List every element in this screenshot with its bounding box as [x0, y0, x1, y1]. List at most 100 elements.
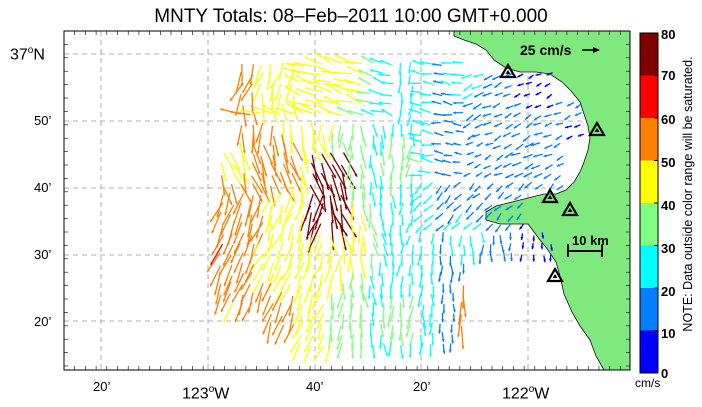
current-vector — [430, 304, 434, 318]
colorbar — [639, 32, 659, 374]
current-vector — [442, 100, 453, 106]
current-vector — [543, 255, 546, 263]
current-vector — [412, 133, 416, 148]
current-vector — [275, 242, 284, 260]
lon-label-20w-left: 20’ — [93, 379, 111, 394]
current-vector — [250, 175, 264, 194]
current-vector — [475, 171, 483, 178]
current-vector — [254, 282, 264, 303]
current-vector — [361, 55, 375, 64]
current-vector — [423, 195, 433, 205]
current-vector — [330, 184, 339, 212]
map-frame — [63, 30, 631, 371]
current-vector — [380, 162, 385, 177]
colorbar-units: cm/s — [635, 376, 661, 390]
current-vector — [369, 101, 383, 106]
lon-label-20: 20’ — [413, 379, 431, 394]
current-vector — [346, 65, 364, 75]
current-vector — [533, 132, 543, 136]
current-vector — [224, 192, 231, 216]
current-vector — [414, 182, 423, 195]
current-vector — [390, 202, 394, 216]
current-vector — [383, 254, 388, 268]
current-vector — [266, 71, 272, 91]
current-vector — [349, 282, 355, 299]
colorbar-segment — [640, 245, 658, 289]
current-vector — [360, 214, 367, 232]
current-vector — [380, 135, 385, 149]
current-vector — [472, 133, 481, 138]
current-vector — [223, 264, 233, 287]
current-vector — [302, 262, 312, 280]
current-vector — [304, 323, 314, 342]
current-vector — [543, 153, 553, 158]
current-vector — [422, 315, 427, 329]
current-vector — [292, 342, 301, 361]
current-vector — [373, 142, 378, 156]
current-vector — [221, 204, 235, 226]
colorbar-segment — [640, 33, 658, 76]
current-vector — [261, 282, 272, 302]
current-vector — [455, 129, 465, 133]
current-vector — [465, 114, 474, 122]
current-vector — [391, 123, 394, 138]
current-vector — [532, 254, 536, 262]
current-vector — [431, 243, 435, 256]
current-vector — [342, 283, 346, 300]
current-vector — [408, 283, 412, 298]
current-vector — [475, 214, 484, 223]
current-vector — [436, 202, 445, 211]
current-vector — [252, 263, 264, 282]
current-vector — [269, 84, 275, 103]
current-vector — [433, 150, 444, 155]
current-vector — [408, 264, 412, 277]
current-vector — [420, 72, 433, 76]
current-vector — [472, 254, 476, 266]
current-vector — [316, 312, 324, 330]
station-marker-icon — [541, 187, 559, 204]
current-vector — [422, 222, 433, 231]
current-vector — [306, 234, 314, 253]
current-vector — [302, 71, 322, 76]
current-vector — [442, 72, 454, 76]
current-vector — [360, 108, 374, 116]
current-vector — [368, 89, 382, 95]
current-vector — [369, 275, 375, 290]
current-vector — [391, 195, 397, 209]
current-vector — [484, 211, 493, 220]
current-vector — [523, 93, 531, 97]
current-vector — [473, 91, 484, 98]
current-vector — [450, 222, 461, 230]
current-vector — [262, 295, 272, 316]
current-vector — [442, 344, 446, 354]
current-vector — [411, 194, 422, 204]
current-vector — [443, 119, 454, 123]
current-vector — [283, 152, 290, 175]
current-vector — [409, 332, 415, 347]
current-vector — [372, 192, 376, 207]
scale-bar-10km — [567, 244, 603, 257]
current-vector — [241, 302, 253, 322]
current-vector — [452, 160, 461, 164]
current-vector — [362, 292, 369, 309]
current-vector — [215, 283, 222, 305]
current-vector — [544, 164, 553, 170]
current-vector — [314, 242, 323, 262]
current-vector — [439, 255, 443, 266]
current-vector — [454, 151, 462, 156]
current-vector — [412, 201, 422, 213]
current-vector — [251, 162, 262, 182]
current-vector — [381, 81, 394, 85]
current-vector — [492, 102, 501, 109]
current-vector — [493, 172, 503, 176]
current-vector — [233, 252, 244, 274]
current-vector — [347, 109, 364, 116]
current-vector — [544, 82, 551, 88]
current-vector — [337, 302, 344, 318]
current-vector — [452, 204, 462, 212]
current-vector — [330, 293, 333, 311]
current-vector — [343, 78, 362, 86]
current-vector — [252, 72, 265, 90]
current-vector — [524, 163, 534, 170]
